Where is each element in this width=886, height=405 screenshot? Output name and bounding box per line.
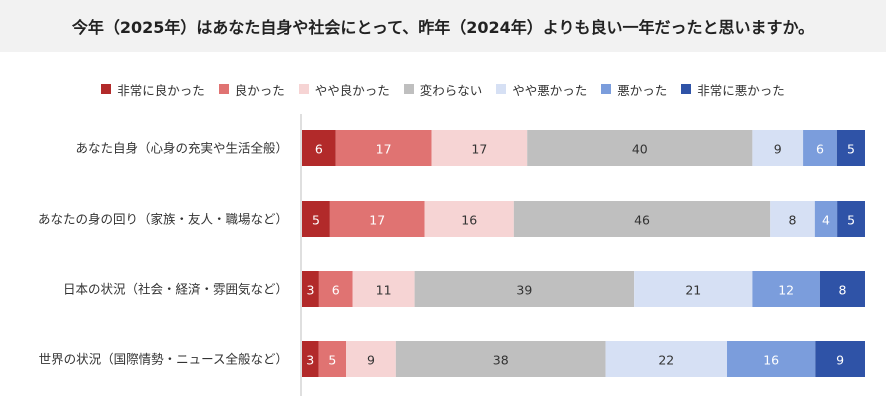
title-bar: 今年（2025年）はあなた自身や社会にとって、昨年（2024年）よりも良い一年だ… [0, 0, 886, 52]
data-label: 5 [312, 213, 320, 228]
chart-title: 今年（2025年）はあなた自身や社会にとって、昨年（2024年）よりも良い一年だ… [71, 18, 815, 37]
data-label: 17 [369, 213, 385, 228]
category-label: あなた自身（心身の充実や生活全般） [75, 141, 288, 156]
data-label: 21 [685, 283, 701, 298]
bar-segment [836, 130, 865, 166]
data-label: 6 [332, 283, 340, 298]
legend-label: 非常に良かった [117, 82, 205, 98]
data-label: 46 [634, 213, 650, 228]
bar-segment [318, 341, 347, 377]
bar-segment [752, 130, 804, 166]
data-label: 12 [778, 283, 794, 298]
data-label: 4 [822, 213, 830, 228]
legend-swatch [403, 84, 414, 94]
data-label: 9 [367, 353, 375, 368]
bar-segment [837, 201, 865, 237]
bar-segment [815, 341, 865, 377]
data-label: 5 [847, 213, 855, 228]
bar-segment [302, 201, 330, 237]
legend-label: 悪かった [617, 82, 668, 98]
legend-swatch [681, 84, 692, 94]
legend-item: 変わらない [403, 80, 483, 99]
bar-segment [527, 130, 753, 166]
legend-label: 良かった [234, 82, 285, 98]
category-label: 日本の状況（社会・経済・雰囲気など） [63, 282, 288, 297]
legend-label: 非常に悪かった [697, 82, 785, 98]
bar-segment [770, 201, 815, 237]
legend-item: やや良かった [298, 80, 390, 99]
data-label: 17 [471, 142, 487, 157]
bar-segment [634, 271, 753, 307]
data-label: 38 [493, 353, 509, 368]
data-label: 8 [839, 283, 847, 298]
legend-item: 非常に悪かった [681, 80, 785, 99]
legend-item: 良かった [218, 80, 285, 99]
data-label: 16 [763, 353, 779, 368]
bar-segment [803, 130, 837, 166]
bar-segment [352, 271, 415, 307]
legend-swatch [298, 84, 309, 94]
data-label: 5 [847, 142, 855, 157]
bar-segment [814, 201, 838, 237]
data-label: 3 [306, 353, 314, 368]
bar-segment [605, 341, 728, 377]
bar-segment [819, 271, 865, 307]
data-label: 39 [516, 283, 532, 298]
data-label: 17 [376, 142, 392, 157]
data-label: 16 [461, 213, 477, 228]
legend-label: 変わらない [419, 82, 483, 98]
bar-segment [752, 271, 820, 307]
data-label: 8 [789, 213, 797, 228]
legend-label: やや悪かった [512, 82, 588, 98]
legend-swatch [601, 84, 612, 94]
bar-segment [727, 341, 816, 377]
legend-swatch [496, 84, 507, 94]
bar-segment [424, 201, 514, 237]
category-label: あなたの身の回り（家族・友人・職場など） [38, 212, 288, 227]
bar-segment [513, 201, 771, 237]
legend-item: 非常に良かった [101, 80, 205, 99]
category-label: 世界の状況（国際情勢・ニュース全般など） [39, 352, 288, 367]
legend-label: やや良かった [314, 82, 390, 98]
data-label: 6 [315, 142, 323, 157]
bar-segment [346, 341, 396, 377]
data-label: 5 [328, 353, 336, 368]
data-label: 11 [376, 283, 392, 298]
legend-swatch [218, 84, 229, 94]
bar-segment [395, 341, 606, 377]
data-label: 9 [774, 142, 782, 157]
legend-item: 悪かった [601, 80, 667, 99]
data-label: 9 [836, 353, 844, 368]
bar-segment [318, 271, 353, 307]
bar-segment [431, 130, 528, 166]
legend-swatch [101, 84, 112, 94]
data-label: 22 [658, 353, 674, 368]
data-label: 3 [306, 283, 314, 298]
bar-segment [302, 271, 319, 307]
data-label: 40 [632, 142, 648, 157]
bar-segment [302, 341, 319, 377]
bar-segment [329, 201, 425, 237]
chart-legend: 非常に良かった 良かった やや良かった 変わらない やや悪かった 悪かった 非常に悪かった [0, 78, 886, 100]
data-label: 6 [816, 142, 824, 157]
bar-segment [335, 130, 432, 166]
bar-segment [414, 271, 635, 307]
bar-segment [302, 130, 336, 166]
legend-item: やや悪かった [496, 80, 587, 99]
